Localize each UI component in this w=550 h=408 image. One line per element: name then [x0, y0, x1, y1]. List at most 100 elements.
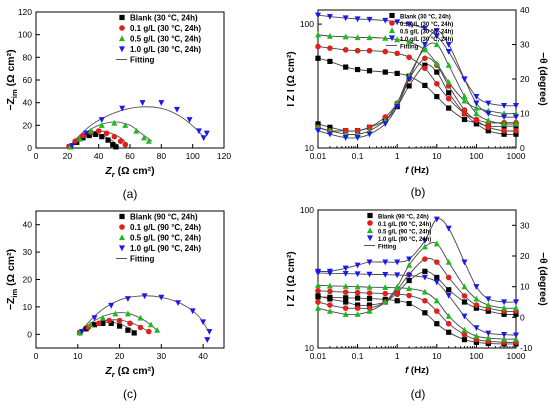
data-point-s3 [158, 294, 165, 301]
modulus-point-s3 [461, 313, 468, 320]
data-point-s3 [91, 315, 98, 322]
modulus-point-s2 [382, 284, 389, 290]
y2-tick-label: 10 [520, 282, 530, 292]
data-point-s3 [119, 105, 126, 112]
modulus-point-s1 [342, 289, 349, 295]
phase-point-s2 [485, 117, 492, 123]
modulus-point-s1 [315, 287, 321, 294]
data-point-s2 [154, 326, 161, 333]
modulus-point-s2 [406, 38, 413, 45]
data-point-s1 [95, 320, 102, 327]
modulus-point-s2 [354, 283, 361, 290]
phase-point-s3 [406, 256, 413, 263]
phase-point-s3 [354, 135, 361, 141]
data-point-s0 [105, 137, 111, 143]
phase-point-s3 [366, 259, 373, 266]
phase-point-s1 [354, 305, 361, 311]
modulus-point-s3 [315, 12, 321, 19]
data-point-s2 [133, 127, 140, 134]
modulus-point-s1 [422, 297, 428, 304]
phase-point-s1 [461, 107, 468, 113]
modulus-point-s1 [342, 47, 349, 53]
phase-point-s3 [421, 41, 428, 48]
legend-marker-2 [367, 227, 373, 234]
modulus-point-s2 [461, 326, 468, 333]
data-point-s3 [141, 293, 148, 300]
phase-point-s0 [501, 131, 507, 137]
data-point-s3 [200, 135, 207, 141]
phase-point-s3 [485, 110, 492, 117]
legend: Blank (30 °C, 24h)0.1 g/L (30 °C, 24h) 0.… [116, 14, 201, 65]
modulus-point-s3 [433, 279, 440, 286]
phase-point-s0 [434, 274, 440, 281]
legend-label-0: Blank (30 °C, 24h) [130, 14, 198, 23]
phase-point-s2 [473, 295, 480, 302]
modulus-point-s1 [354, 289, 361, 296]
y-tick-label: 0 [27, 143, 32, 153]
phase-point-s3 [315, 128, 321, 134]
modulus-point-s0 [394, 70, 400, 77]
x-tick-label: 1 [395, 351, 400, 361]
data-point-s0 [108, 320, 114, 326]
phase-point-s0 [327, 124, 333, 130]
modulus-point-s3 [421, 274, 428, 281]
x-tick-label: 0.01 [310, 351, 327, 361]
modulus-point-s3 [366, 16, 373, 23]
phase-point-s1 [366, 124, 373, 131]
data-point-s3 [203, 130, 210, 137]
phase-point-s2 [501, 304, 508, 311]
phase-point-s0 [473, 121, 479, 127]
phase-point-s0 [473, 305, 479, 311]
x-tick-label: 100 [186, 151, 200, 161]
x-tick-label: 120 [217, 151, 231, 161]
data-point-s3 [78, 328, 85, 335]
x-tick-label: 0.01 [310, 151, 327, 161]
legend-marker-1 [367, 220, 373, 226]
phase-point-s2 [366, 308, 373, 314]
modulus-point-s3 [445, 292, 452, 299]
modulus-point-s3 [501, 332, 508, 338]
legend-label-1: 0.1 g/L (90 °C, 24h) [378, 222, 431, 228]
y-tick-label: 0 [27, 329, 32, 339]
data-point-s3 [200, 319, 207, 326]
modulus-point-s2 [406, 285, 413, 292]
modulus-point-s2 [366, 283, 373, 290]
modulus-point-s1 [366, 47, 373, 54]
legend-marker-3 [119, 245, 125, 252]
y-tick-label: 20 [23, 275, 33, 285]
phase-point-s0 [513, 131, 519, 137]
phase-point-s0 [501, 311, 507, 317]
modulus-point-s2 [473, 104, 480, 111]
phase-point-s2 [394, 283, 401, 290]
phase-point-s1 [327, 302, 333, 308]
legend-fit-label: Fitting [400, 45, 419, 51]
fit-line-3 [66, 106, 206, 149]
data-point-s2 [141, 134, 148, 141]
modulus-point-s1 [394, 50, 401, 57]
panel-caption: (c) [123, 387, 137, 401]
phase-point-s3 [485, 296, 492, 303]
data-point-s3 [83, 130, 90, 137]
modulus-point-s0 [434, 93, 440, 100]
y2-tick-label: -10 [520, 343, 533, 353]
phase-point-s3 [513, 299, 519, 306]
y-tick-label: 60 [23, 75, 33, 85]
x-tick-label: 80 [157, 151, 167, 161]
data-point-s0 [91, 322, 98, 328]
modulus-point-s2 [473, 332, 480, 339]
data-point-s0 [86, 132, 92, 139]
data-point-s1 [106, 317, 112, 324]
x-tick-label: 0 [34, 351, 39, 361]
phase-point-s3 [326, 268, 333, 275]
x-axis-label: f (Hz) [405, 365, 429, 376]
phase-point-s2 [421, 243, 428, 250]
phase-point-s0 [446, 287, 452, 293]
phase-point-s1 [501, 127, 507, 134]
x-tick-label: 20 [115, 351, 125, 361]
legend-label-3: 1.0 g/L (90 °C, 24h) [130, 244, 201, 253]
y-tick-label: 80 [23, 52, 33, 62]
x-tick-label: 30 [157, 351, 167, 361]
legend-fit-label: Fitting [130, 56, 155, 65]
